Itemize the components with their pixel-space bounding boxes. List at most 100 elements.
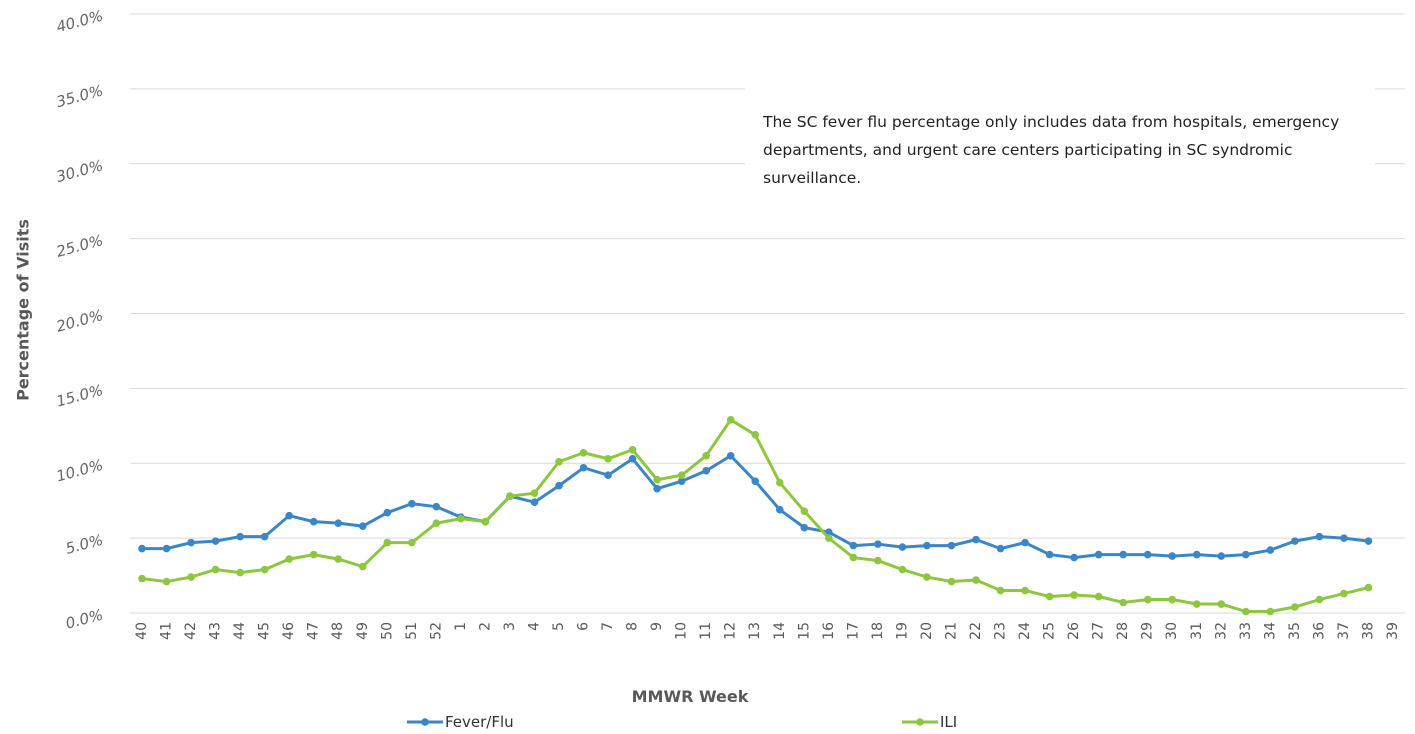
- data-point: [162, 577, 171, 586]
- y-axis-title: Percentage of Visits: [14, 219, 33, 401]
- series-line: [141, 417, 1369, 614]
- x-tick-label: 6: [576, 622, 592, 631]
- x-tick-label: 40: [134, 622, 150, 640]
- data-point: [1291, 603, 1299, 611]
- x-tick-label: 30: [1164, 622, 1180, 640]
- x-tick-label: 29: [1140, 622, 1156, 640]
- data-point: [775, 478, 784, 487]
- legend-item: ILI: [902, 713, 957, 731]
- data-point: [555, 481, 563, 490]
- data-point: [775, 505, 784, 514]
- x-tick-label: 32: [1213, 622, 1229, 640]
- data-point: [1266, 546, 1275, 554]
- series-line: [142, 453, 1369, 560]
- x-tick-label: 22: [968, 622, 984, 640]
- x-tick-label: 52: [428, 622, 444, 640]
- x-tick-label: 36: [1311, 622, 1327, 640]
- data-point: [236, 568, 244, 577]
- data-point: [1315, 532, 1324, 541]
- x-tick-label: 11: [698, 622, 714, 640]
- data-point: [1364, 583, 1373, 592]
- x-tick-label: 31: [1189, 622, 1205, 640]
- data-point: [874, 540, 882, 548]
- data-point: [1217, 552, 1226, 560]
- x-tick-label: 9: [649, 622, 665, 631]
- data-point: [383, 538, 392, 547]
- x-tick-label: 8: [625, 622, 641, 631]
- data-point: [1094, 592, 1103, 601]
- data-point: [1340, 534, 1348, 542]
- y-tick-label: 0.0%: [64, 605, 105, 632]
- data-point: [309, 517, 318, 526]
- y-tick-label: 40.0%: [54, 6, 105, 36]
- data-point: [1242, 607, 1250, 616]
- data-point: [1045, 550, 1054, 559]
- data-point: [947, 541, 956, 550]
- data-point: [309, 550, 318, 559]
- x-tick-label: 2: [477, 622, 493, 631]
- data-point: [825, 534, 833, 542]
- data-point: [530, 498, 539, 506]
- x-tick-label: 18: [870, 622, 886, 640]
- legend-marker: [421, 718, 429, 726]
- data-point: [506, 492, 514, 500]
- data-point: [1364, 537, 1373, 545]
- y-tick-label: 30.0%: [54, 156, 105, 186]
- x-tick-label: 34: [1262, 622, 1278, 640]
- data-point: [260, 532, 269, 541]
- x-tick-label: 15: [796, 622, 812, 640]
- x-tick-label: 44: [232, 622, 248, 640]
- x-tick-label: 14: [772, 622, 788, 640]
- x-tick-label: 27: [1091, 622, 1107, 640]
- y-tick-label: 20.0%: [54, 306, 105, 336]
- data-point: [996, 544, 1005, 553]
- data-point: [1119, 550, 1127, 559]
- x-tick-label: 35: [1287, 622, 1303, 640]
- data-point: [996, 586, 1005, 595]
- data-point: [1070, 591, 1078, 599]
- data-point: [579, 448, 588, 457]
- legend-marker: [916, 718, 924, 726]
- data-point: [211, 537, 220, 545]
- data-point: [432, 519, 441, 527]
- data-point: [972, 576, 980, 584]
- x-tick-label: 49: [355, 622, 371, 640]
- data-point: [1315, 595, 1324, 604]
- data-point: [1291, 537, 1299, 545]
- data-point: [138, 544, 146, 553]
- data-point: [187, 538, 195, 547]
- data-point: [726, 451, 735, 460]
- x-tick-label: 13: [747, 622, 763, 640]
- data-point: [628, 454, 637, 463]
- x-tick-label: 17: [845, 622, 861, 640]
- data-point: [800, 523, 809, 532]
- data-point: [1070, 553, 1078, 562]
- x-tick-label: 10: [674, 622, 690, 640]
- x-tick-label: 39: [1385, 622, 1401, 640]
- data-point: [1045, 592, 1054, 601]
- data-point: [604, 454, 612, 463]
- data-point: [1192, 550, 1201, 559]
- data-point: [1192, 600, 1201, 608]
- x-tick-label: 46: [281, 622, 297, 640]
- data-point: [358, 562, 367, 571]
- data-point: [1143, 550, 1152, 559]
- data-point: [751, 477, 760, 486]
- data-point: [1021, 538, 1029, 547]
- data-point: [555, 457, 563, 466]
- data-point: [702, 451, 710, 460]
- data-point: [1217, 600, 1226, 608]
- x-tick-label: 37: [1336, 622, 1352, 640]
- data-point: [236, 532, 244, 541]
- data-point: [604, 471, 612, 480]
- data-point: [628, 445, 637, 454]
- x-tick-label: 41: [159, 622, 175, 640]
- data-point: [1119, 598, 1127, 607]
- data-point: [653, 475, 661, 484]
- data-point: [751, 430, 760, 439]
- data-point: [162, 544, 171, 553]
- annotation: The SC fever flu percentage only include…: [745, 86, 1375, 204]
- data-point: [923, 541, 931, 550]
